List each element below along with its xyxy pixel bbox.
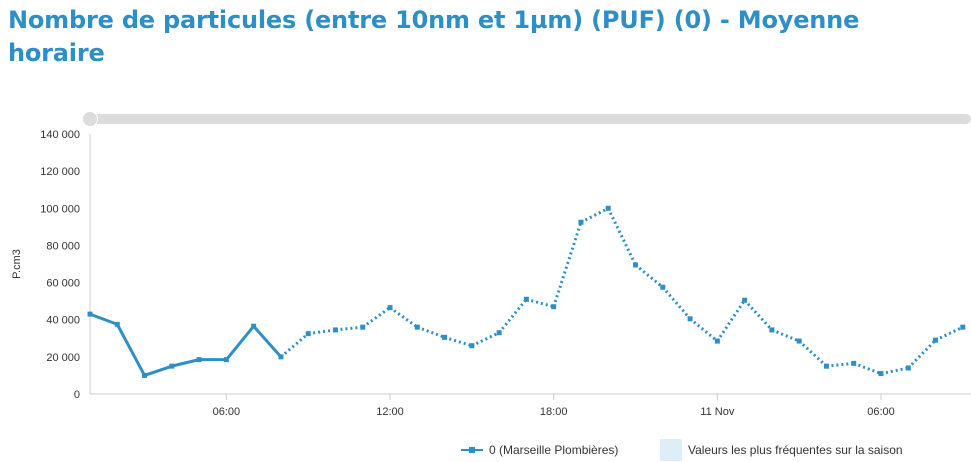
series-segment-dotted [798, 339, 828, 368]
series-segment-dotted [606, 207, 637, 266]
series-segment-dotted [361, 306, 391, 329]
data-point [851, 360, 857, 366]
time-range-slider[interactable] [90, 114, 971, 124]
legend-band-label: Valeurs les plus fréquentes sur la saiso… [688, 443, 903, 457]
data-point [933, 337, 939, 343]
data-point [523, 296, 529, 302]
data-point [660, 284, 666, 290]
y-tick-label: 40 000 [46, 315, 80, 327]
data-point [251, 323, 257, 329]
y-tick-label: 80 000 [46, 240, 80, 252]
legend-item-series[interactable]: 0 (Marseille Plombières) [461, 443, 618, 457]
data-point [278, 354, 284, 360]
data-point [114, 321, 120, 327]
series-segment-dotted [308, 328, 336, 336]
y-tick-label: 0 [74, 389, 80, 401]
data-point [442, 334, 448, 340]
series-segment-dotted [934, 325, 964, 342]
series-segment-solid [115, 323, 146, 377]
series-segment-dotted [335, 325, 363, 332]
legend-series-label: 0 (Marseille Plombières) [489, 443, 619, 457]
data-point [496, 330, 502, 336]
legend-item-band[interactable]: Valeurs les plus fréquentes sur la saiso… [660, 439, 903, 461]
data-point [687, 316, 693, 322]
data-point [605, 205, 611, 211]
y-tick-label: 20 000 [46, 352, 80, 364]
data-point [169, 363, 175, 369]
x-tick-label: 06:00 [867, 406, 895, 418]
data-point [714, 338, 720, 344]
data-point [387, 305, 393, 311]
data-point [742, 297, 748, 303]
y-tick-label: 100 000 [40, 203, 80, 215]
chart-title: Nombre de particules (entre 10nm et 1µm)… [8, 6, 860, 67]
data-point [633, 262, 639, 268]
legend-band-swatch [660, 439, 682, 461]
data-point [87, 311, 93, 317]
series-segment-solid [144, 364, 173, 377]
series-segment-solid [252, 325, 283, 358]
x-tick-label: 18:00 [540, 406, 568, 418]
series-segment-solid [225, 325, 255, 361]
data-point [332, 327, 338, 333]
x-tick-label: 06:00 [213, 406, 241, 418]
data-point [305, 331, 311, 337]
data-point [578, 219, 584, 225]
time-range-slider-handle[interactable] [82, 111, 98, 127]
data-point [469, 343, 475, 349]
series-segment-dotted [471, 331, 500, 348]
series-segment-dotted [771, 328, 800, 343]
data-point [142, 372, 148, 378]
series-segment-dotted [416, 325, 446, 339]
data-point [196, 357, 202, 363]
series-segment-solid [89, 312, 118, 326]
data-point [905, 365, 911, 371]
data-point [960, 324, 966, 330]
series-segment-dotted [689, 317, 719, 343]
data-point [414, 324, 420, 330]
series-segment-dotted [634, 263, 664, 289]
series-segment-dotted [907, 339, 937, 370]
series-segment-dotted [279, 332, 310, 358]
series-segment-dotted [580, 206, 609, 224]
data-point [823, 363, 829, 369]
series-segment-dotted [826, 361, 854, 368]
series-segment-dotted [444, 335, 473, 348]
data-point [551, 304, 557, 310]
series-segment-dotted [497, 298, 528, 334]
series-segment-dotted [389, 306, 419, 329]
data-point [769, 327, 775, 333]
x-tick-label: 11 Nov [700, 406, 735, 418]
x-tick-label: 12:00 [376, 406, 404, 418]
series-segment-dotted [853, 361, 882, 375]
series-segment-dotted [743, 299, 773, 331]
data-point [796, 338, 802, 344]
data-point [878, 371, 884, 377]
series-segment-solid [171, 358, 200, 368]
y-tick-label: 140 000 [40, 129, 80, 141]
y-tick-label: 120 000 [40, 166, 80, 178]
series-segment-dotted [526, 297, 555, 309]
y-tick-label: 60 000 [46, 278, 80, 290]
y-axis-label: P.cm3 [11, 249, 23, 279]
data-point [223, 357, 229, 363]
series-segment-dotted [880, 366, 909, 376]
series-segment-dotted [661, 286, 692, 320]
data-point [360, 324, 366, 330]
legend-series-marker [461, 444, 483, 456]
series-segment-dotted [552, 221, 583, 308]
series-segment-dotted [716, 299, 746, 342]
